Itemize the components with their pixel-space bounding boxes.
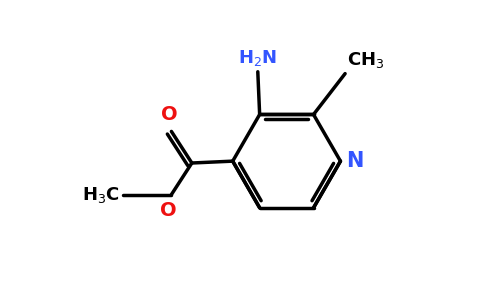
Text: O: O — [161, 105, 178, 124]
Text: H$_2$N: H$_2$N — [238, 48, 277, 68]
Text: O: O — [160, 201, 177, 220]
Text: N: N — [346, 151, 363, 171]
Text: CH$_3$: CH$_3$ — [347, 50, 384, 70]
Text: H$_3$C: H$_3$C — [82, 184, 120, 205]
